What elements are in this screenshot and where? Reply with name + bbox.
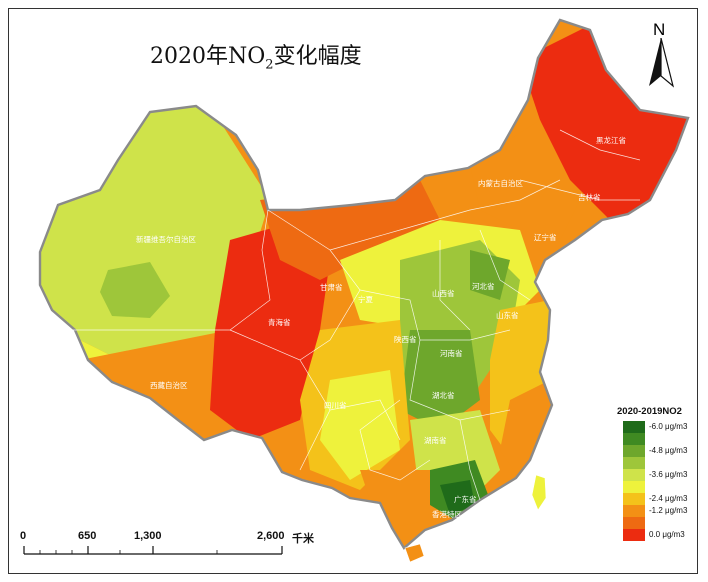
label-qinghai: 青海省 [268,317,291,327]
title-main: 2020年NO [150,44,266,69]
legend-row: -3.6 μg/m3 [617,469,699,481]
legend-row: 0.0 μg/m3 [617,529,699,541]
north-letter: N [653,20,666,39]
map-title: 2020年NO2变化幅度 [150,38,362,72]
scale-label-2600: 2,600 [257,530,285,542]
label-jilin: 吉林省 [578,192,601,202]
label-henan: 河南省 [440,348,463,358]
label-hongkong: 香港特区 [432,509,462,519]
legend-row [617,457,699,469]
legend-swatch [623,481,645,493]
label-shaanxi: 陕西省 [394,334,417,344]
hainan-shape [404,543,425,563]
label-sichuan: 四川省 [324,400,347,410]
legend-swatch [623,445,645,457]
north-arrow: N [641,20,681,90]
legend-row [617,433,699,445]
legend-row: -1.2 μg/m3 [617,505,699,517]
legend-row [617,517,699,529]
legend-swatch [623,493,645,505]
label-heilongjiang: 黑龙江省 [596,135,626,145]
legend-swatch [623,469,645,481]
label-gansu: 甘肃省 [320,282,343,292]
label-xizang: 西藏自治区 [150,380,188,390]
scale-label-650: 650 [78,530,97,542]
legend-label: -3.6 μg/m3 [649,470,688,479]
legend-label: 0.0 μg/m3 [649,530,685,539]
label-ningxia: 宁夏 [358,294,373,304]
label-shanxi: 山西省 [432,288,455,298]
label-hebei: 河北省 [472,281,495,291]
scale-unit: 千米 [292,533,314,545]
legend-swatch [623,433,645,445]
legend: 2020-2019NO2 -6.0 μg/m3 -4.8 μg/m3 -3.6 μg… [617,406,699,541]
label-guangdong: 广东省 [454,494,477,504]
label-neimenggu: 内蒙古自治区 [478,178,523,188]
scale-ruler [23,546,283,555]
legend-row: -2.4 μg/m3 [617,493,699,505]
north-arrow-icon [649,38,675,88]
legend-swatch [623,529,645,541]
legend-label: -4.8 μg/m3 [649,446,688,455]
label-liaoning: 辽宁省 [534,232,557,242]
legend-label: -2.4 μg/m3 [649,494,688,503]
legend-swatch [623,421,645,433]
label-hubei: 湖北省 [432,390,455,400]
legend-rows: -6.0 μg/m3 -4.8 μg/m3 -3.6 μg/m3 -2.4 μg/m3… [617,421,699,541]
scale-label-1300: 1,300 [134,530,162,542]
legend-row: -6.0 μg/m3 [617,421,699,433]
scale-bar: 0 650 1,300 2,600 千米 [20,530,314,560]
taiwan-shape [531,474,547,511]
title-subscript: 2 [265,57,274,73]
legend-row [617,481,699,493]
legend-label: -1.2 μg/m3 [649,506,688,515]
legend-swatch [623,457,645,469]
scale-label-0: 0 [20,530,27,542]
label-shandong: 山东省 [496,310,519,320]
legend-row: -4.8 μg/m3 [617,445,699,457]
legend-swatch [623,505,645,517]
legend-title: 2020-2019NO2 [617,406,682,417]
legend-swatch [623,517,645,529]
legend-label: -6.0 μg/m3 [649,422,688,431]
label-xinjiang: 新疆维吾尔自治区 [136,234,196,244]
title-tail: 变化幅度 [273,44,362,69]
label-hunan: 湖南省 [424,435,447,445]
